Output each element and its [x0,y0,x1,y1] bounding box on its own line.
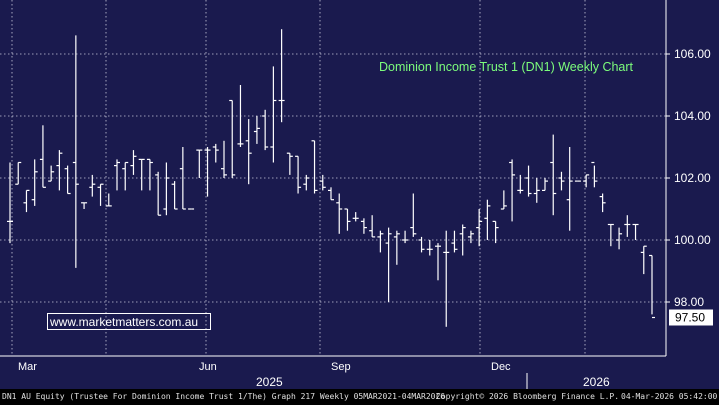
ohlc-bar [607,223,614,247]
footer-copyright: Copyright© 2026 Bloomberg Finance L.P. [436,392,620,401]
ohlc-bar [583,174,590,188]
ohlc-bar [262,109,269,151]
ohlc-bar [328,187,334,201]
ohlc-bar [295,155,302,194]
ohlc-bar [212,143,219,163]
ohlc-bar [402,230,409,244]
ohlc-bar [377,230,384,253]
ohlc-bar [303,174,310,191]
ohlc-bar [484,199,491,240]
ohlc-bar [163,162,170,216]
year-label: 2026 [583,375,610,389]
ohlc-bar [649,254,655,319]
ohlc-bar [435,243,441,281]
ohlc-bar [105,193,112,207]
ohlc-bar [56,150,63,191]
ohlc-bar [97,183,104,206]
ohlc-bar [81,202,88,209]
ohlc-bar [509,159,516,222]
ohlc-bar [640,245,647,275]
ohlc-bar [336,193,343,234]
ohlc-bar [221,140,227,178]
watermark-link[interactable]: www.marketmatters.com.au [47,313,211,330]
ohlc-bar [385,227,392,302]
ohlc-bar [146,158,153,191]
ohlc-bar [130,150,137,175]
ohlc-bar [270,66,277,163]
last-price-box [669,309,713,326]
ohlc-bar [23,189,30,213]
y-tick-label: 104.00 [674,109,711,123]
ohlc-bar [566,147,573,231]
y-tick-label: 106.00 [674,47,711,61]
ohlc-bar [64,165,71,195]
ohlc-bar [319,174,326,191]
ohlc-bar [7,162,13,244]
ohlc-bar [138,158,145,191]
ohlc-bar [311,140,318,194]
ohlc-bar [632,223,639,240]
footer-bar: DN1 AU Equity (Trustee For Dominion Inco… [0,389,719,405]
year-label: 2025 [256,375,283,389]
ohlc-bar [517,174,524,194]
x-tick-label: Mar [18,361,37,373]
ohlc-bar [237,85,244,147]
ohlc-bar [114,159,120,191]
x-tick-label: Dec [491,361,511,373]
y-tick-label: 102.00 [674,171,711,185]
ohlc-bar [467,230,474,244]
ohlc-bar [616,227,623,250]
ohlc-bar [451,230,458,253]
ohlc-bar [443,230,450,327]
chart-title: Dominion Income Trust 1 (DN1) Weekly Cha… [379,60,634,74]
ohlc-bar [476,209,483,247]
x-tick-label: Sep [331,361,351,373]
ohlc-bar [155,171,162,216]
ohlc-bar [393,230,400,265]
ohlc-bar [369,215,376,238]
ohlc-bar [525,165,532,197]
ohlc-bar [196,149,203,178]
ohlc-bar [500,190,507,210]
ohlc-bar [558,171,565,191]
y-tick-label: 100.00 [674,233,711,247]
ohlc-bar [122,161,129,191]
ohlc-bar [624,215,631,237]
ohlc-bar [344,208,351,231]
ohlc-bar [171,181,178,210]
ohlc-bar [352,212,359,222]
ohlc-bar [360,218,367,234]
footer-security-info: DN1 AU Equity (Trustee For Dominion Inco… [2,392,446,401]
ohlc-bar [48,165,55,182]
footer-timestamp: 04-Mar-2026 05:42:00 [621,392,718,401]
ohlc-bar [31,159,38,206]
ohlc-bar [286,152,293,175]
last-price-label: 97.50 [675,311,705,325]
y-tick-label: 98.00 [674,295,704,309]
ohlc-bar [492,220,499,244]
ohlc-bar [418,236,425,253]
ohlc-bar [599,193,606,213]
ohlc-bar [426,240,433,256]
ohlc-bar [179,147,186,210]
ohlc-bar [72,35,79,268]
ohlc-bar [229,99,236,178]
ohlc-bar [542,178,548,191]
ohlc-bar [410,193,417,237]
ohlc-bar [550,134,557,216]
x-tick-label: Jun [199,361,217,373]
ohlc-bar [89,174,96,197]
ohlc-bar [15,161,22,185]
ohlc-bar [204,147,211,197]
ohlc-bar [253,116,260,144]
ohlc-bar [533,178,540,203]
ohlc-bar [591,161,598,188]
ohlc-bar [278,29,285,123]
ohlc-bar [459,224,466,256]
ohlc-bar [245,119,252,185]
ohlc-bar [39,125,46,188]
